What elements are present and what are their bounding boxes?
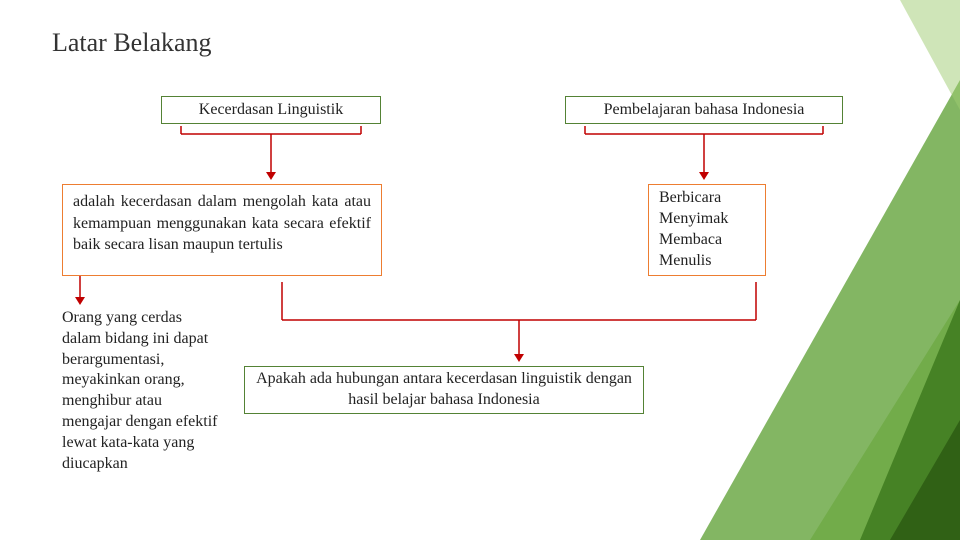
box-text: adalah kecerdasan dalam mengolah kata at…	[73, 191, 371, 256]
box-label: Pembelajaran bahasa Indonesia	[604, 101, 805, 119]
box-pembelajaran-bahasa: Pembelajaran bahasa Indonesia	[565, 96, 843, 124]
text-content: Orang yang cerdas dalam bidang ini dapat…	[62, 309, 217, 472]
box-text: Apakah ada hubungan antara kecerdasan li…	[255, 369, 633, 411]
skill-item: Menulis	[659, 251, 755, 272]
skill-item: Membaca	[659, 230, 755, 251]
box-kecerdasan-linguistik: Kecerdasan Linguistik	[161, 96, 381, 124]
box-definition: adalah kecerdasan dalam mengolah kata at…	[62, 184, 382, 276]
text-explanation: Orang yang cerdas dalam bidang ini dapat…	[62, 308, 222, 474]
box-skills: BerbicaraMenyimakMembacaMenulis	[648, 184, 766, 276]
skill-item: Menyimak	[659, 209, 755, 230]
skill-item: Berbicara	[659, 188, 755, 209]
box-label: Kecerdasan Linguistik	[199, 101, 343, 119]
page-title: Latar Belakang	[52, 28, 212, 58]
box-research-question: Apakah ada hubungan antara kecerdasan li…	[244, 366, 644, 414]
